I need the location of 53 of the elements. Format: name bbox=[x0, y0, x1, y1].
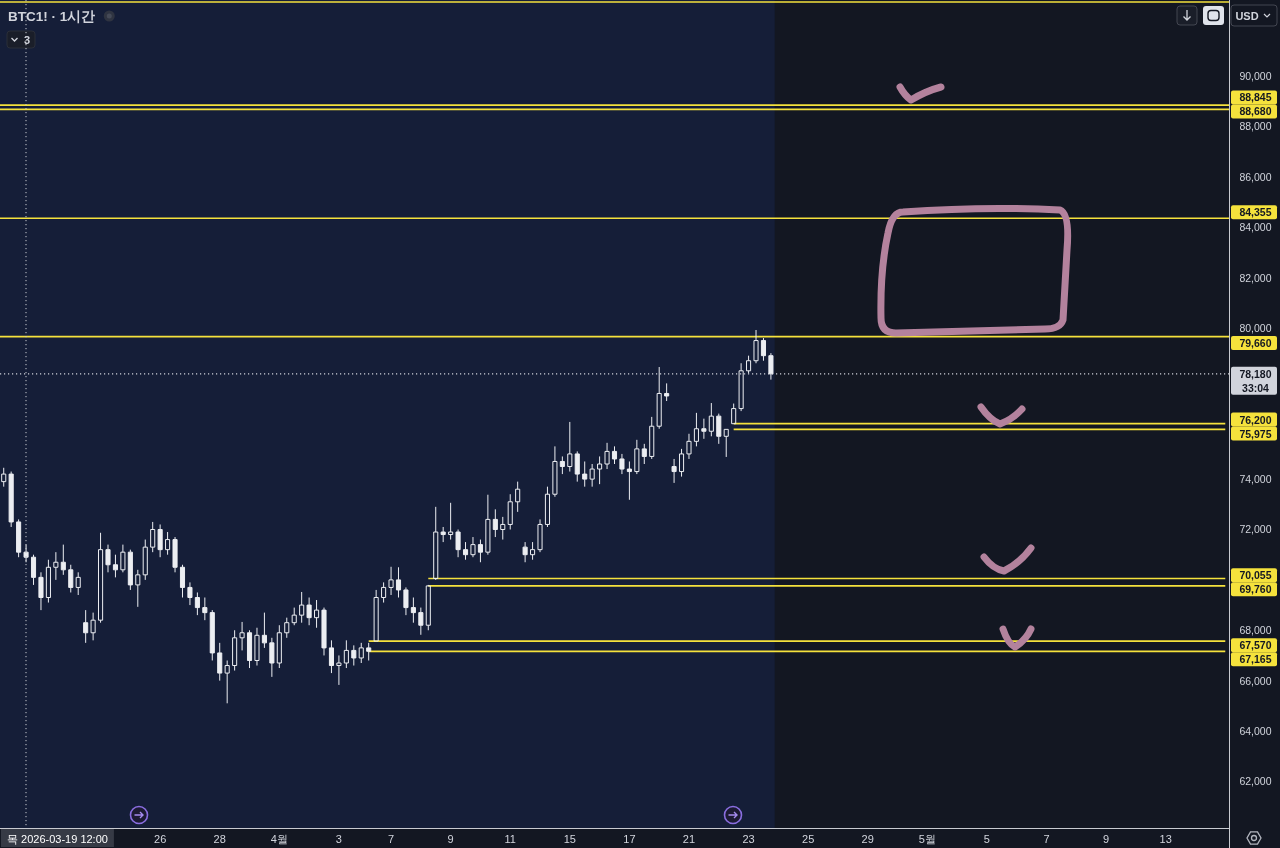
x-tick-label: 13 bbox=[1159, 833, 1172, 845]
x-tick-label: 29 bbox=[861, 833, 874, 845]
ref-line-label: 88,845 bbox=[1231, 90, 1277, 105]
y-tick-label: 84,000 bbox=[1239, 221, 1272, 234]
y-tick-label: 62,000 bbox=[1239, 775, 1272, 788]
legend-label: 67,570 bbox=[1231, 638, 1277, 653]
y-tick-label: 82,000 bbox=[1239, 271, 1272, 284]
y-tick-label: 90,000 bbox=[1239, 70, 1272, 83]
ref-line-label: 88,680 bbox=[1231, 104, 1277, 119]
series-label: 76,200 bbox=[1239, 413, 1272, 426]
x-tick-label: 3 bbox=[335, 833, 342, 845]
ref-line-label: 78,180 33:04 bbox=[1239, 367, 1272, 394]
y-tick-label: 74,000 bbox=[1239, 473, 1272, 486]
y-tick-label: 80,000 bbox=[1239, 322, 1272, 334]
ref-line-label: 88,845 bbox=[1239, 91, 1272, 104]
series-label: 67,570 bbox=[1239, 639, 1272, 652]
annotation: USD bbox=[1235, 10, 1259, 22]
x-tick-label: 28 bbox=[213, 833, 226, 845]
x-tick-label: 4월 bbox=[270, 833, 288, 845]
x-tick-label: 15 bbox=[563, 833, 576, 845]
x-tick-label: 11 bbox=[504, 833, 516, 845]
x-tick-label: 23 bbox=[742, 833, 755, 845]
legend-label: 69,760 bbox=[1239, 583, 1272, 596]
legend-label: 67,165 bbox=[1231, 652, 1277, 667]
x-tick-label: 26 bbox=[154, 833, 167, 845]
x-tick-label: 9 bbox=[447, 833, 454, 845]
y-tick-label: 68,000 bbox=[1239, 624, 1272, 637]
annotation: 3 bbox=[23, 34, 31, 46]
annotation: 목 2026-03-19 12:00 bbox=[1, 829, 114, 847]
x-tick-label: 5 bbox=[983, 833, 990, 845]
x-tick-label: 25 bbox=[802, 833, 815, 845]
y-tick-label: 66,000 bbox=[1239, 674, 1272, 687]
x-tick-label: 9 bbox=[1103, 833, 1110, 845]
ref-line-label: 79,660 bbox=[1239, 336, 1272, 349]
ref-line-label: 78,180 33:04 bbox=[1231, 366, 1277, 395]
y-tick-label: 72,000 bbox=[1239, 523, 1272, 536]
legend-label: 67,165 bbox=[1239, 653, 1272, 666]
legend-label: 75,975 bbox=[1239, 427, 1272, 440]
x-tick-label: 17 bbox=[623, 833, 636, 845]
x-tick-label: 21 bbox=[682, 833, 696, 845]
y-tick-label: 88,000 bbox=[1239, 120, 1272, 133]
ref-line-label: 88,680 bbox=[1239, 105, 1272, 118]
y-tick-label: 64,000 bbox=[1239, 725, 1272, 737]
x-tick-label: 5월 bbox=[918, 833, 936, 845]
y-tick-label: 86,000 bbox=[1239, 170, 1272, 183]
title: BTC1! · 1시간 bbox=[8, 8, 96, 24]
x-tick-label: 7 bbox=[388, 833, 395, 845]
ref-line-label: 84,355 bbox=[1239, 206, 1272, 219]
legend-label: 70,055 bbox=[1231, 568, 1277, 583]
legend-label: 69,760 bbox=[1231, 582, 1277, 597]
series-label: 70,055 bbox=[1239, 569, 1272, 582]
ref-line-label: 84,355 bbox=[1231, 205, 1277, 220]
x-tick-label: 7 bbox=[1043, 833, 1050, 845]
